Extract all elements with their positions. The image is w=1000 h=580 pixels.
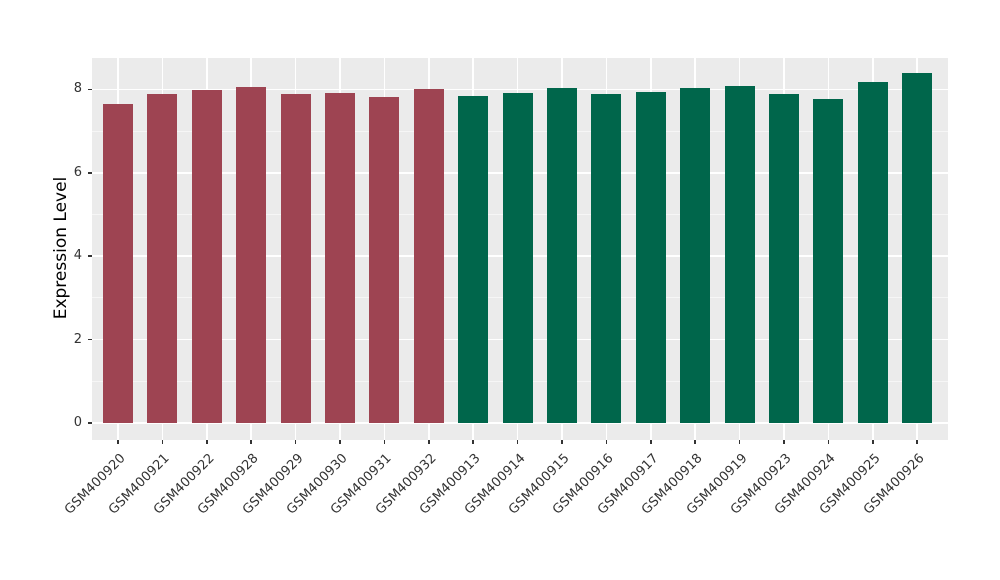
x-tick-mark (916, 440, 918, 444)
bar-GSM400919 (724, 85, 755, 423)
bar-GSM400915 (547, 87, 577, 423)
bar-GSM400925 (857, 81, 888, 423)
x-tick-mark (872, 440, 874, 444)
x-tick-mark (516, 440, 519, 444)
bar-GSM400923 (769, 93, 799, 423)
bar-GSM400926 (902, 73, 933, 423)
x-tick-mark (738, 440, 741, 444)
x-tick-mark (472, 440, 474, 444)
bar-GSM400930 (325, 93, 355, 423)
y-tick-label: 0 (73, 415, 82, 430)
y-tick-mark (88, 172, 92, 174)
x-tick-mark (250, 440, 252, 444)
bar-GSM400928 (236, 86, 267, 423)
gridline-horizontal-major (92, 422, 948, 424)
x-tick-mark (650, 440, 652, 444)
x-tick-mark (561, 440, 563, 444)
y-tick-mark (88, 88, 92, 91)
bar-GSM400920 (103, 104, 133, 423)
bar-GSM400916 (591, 93, 622, 423)
bar-GSM400917 (635, 91, 666, 423)
x-tick-mark (605, 440, 608, 444)
bar-GSM400918 (680, 87, 711, 423)
bar-GSM400924 (813, 99, 844, 423)
x-tick-mark (428, 440, 430, 444)
bar-GSM400921 (147, 94, 178, 423)
y-tick-label: 4 (73, 248, 82, 264)
bar-GSM400931 (369, 96, 400, 423)
x-tick-mark (783, 440, 785, 444)
bar-GSM400913 (458, 96, 489, 423)
y-tick-mark (88, 255, 92, 257)
bar-GSM400922 (191, 90, 222, 423)
y-tick-label: 6 (73, 164, 82, 180)
bar-GSM400929 (280, 94, 311, 423)
y-tick-mark (88, 422, 92, 424)
bar-GSM400932 (413, 89, 444, 423)
x-tick-mark (827, 440, 830, 444)
gridline-horizontal-major (92, 88, 948, 91)
bar-GSM400914 (502, 93, 533, 423)
x-tick-mark (161, 440, 164, 444)
x-tick-mark (294, 440, 297, 444)
x-tick-mark (117, 440, 119, 444)
x-tick-mark (206, 440, 208, 444)
x-tick-label-GSM400926: GSM400926 (861, 447, 996, 518)
x-tick-mark (339, 440, 341, 444)
plot-panel (92, 58, 948, 440)
y-tick-label: 8 (73, 81, 82, 97)
y-tick-mark (88, 338, 92, 341)
y-tick-label: 2 (73, 331, 82, 347)
x-tick-mark (383, 440, 386, 444)
x-tick-mark (694, 440, 696, 444)
